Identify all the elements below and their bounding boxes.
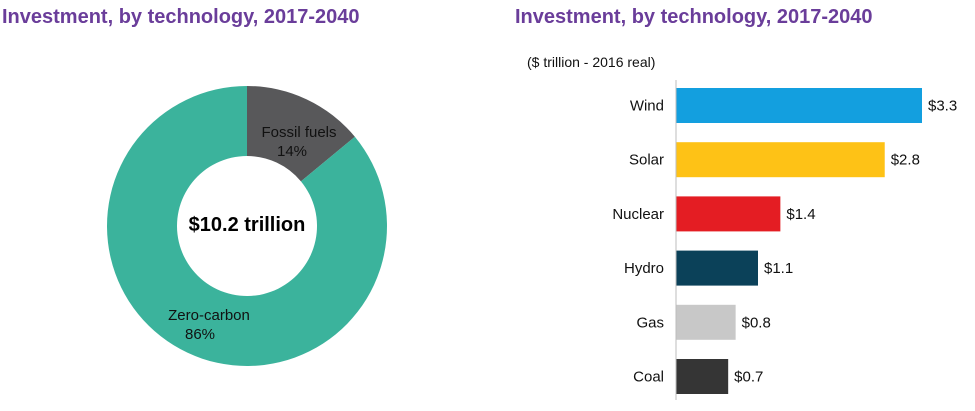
bar-value-label-hydro: $1.1 [764,260,793,277]
bar-category-label-wind: Wind [630,98,664,115]
donut-slice-zero-carbon [107,86,388,366]
bar-value-label-nuclear: $1.4 [786,206,815,223]
donut-chart: $10.2 trillion Fossil fuels 14% Zero-car… [107,86,388,366]
bar-solar [676,142,885,178]
donut-slice-fossil-fuels [247,86,355,182]
bar-value-label-coal: $0.7 [734,369,763,386]
bar-gas [676,304,736,340]
fossil-fuels-label: Fossil fuels [261,124,336,141]
bar-coal [676,359,729,394]
bar-wind [676,88,922,123]
bar-value-label-solar: $2.8 [891,152,920,169]
zero-carbon-label: Zero-carbon [168,307,250,324]
donut-center-label: $10.2 trillion [189,214,306,236]
bar-chart-subtitle: ($ trillion - 2016 real) [527,54,655,70]
donut-chart-title: Investment, by technology, 2017-2040 [2,6,360,28]
bar-chart: ($ trillion - 2016 real) Wind $3.3 Solar $2… [527,54,957,400]
bar-category-label-solar: Solar [629,152,664,169]
bar-chart-title: Investment, by technology, 2017-2040 [515,6,873,28]
bar-value-label-wind: $3.3 [928,98,957,115]
bar-hydro [676,250,758,286]
bar-category-label-nuclear: Nuclear [612,206,664,223]
bar-category-label-coal: Coal [633,369,664,386]
bar-value-label-gas: $0.8 [742,314,771,331]
zero-carbon-percent: 86% [185,326,215,343]
fossil-fuels-percent: 14% [277,143,307,160]
bar-category-label-hydro: Hydro [624,260,664,277]
bar-nuclear [676,196,781,232]
bar-category-label-gas: Gas [636,314,664,331]
